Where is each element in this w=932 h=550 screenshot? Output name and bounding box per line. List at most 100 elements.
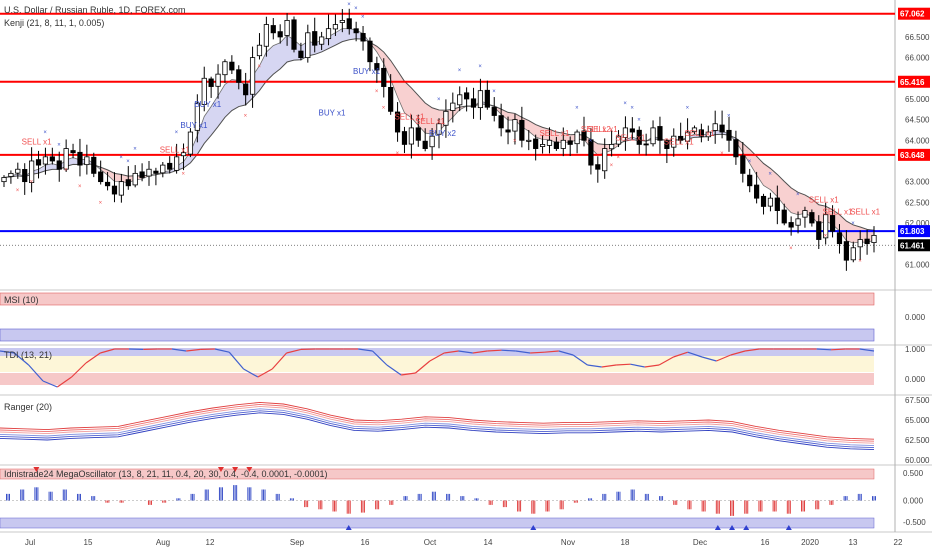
tdi-line-segment — [558, 350, 574, 356]
candle-body — [187, 131, 194, 155]
candle-body — [374, 63, 380, 71]
price-level-label: 67.062 — [900, 10, 925, 19]
tdi-line-segment — [415, 360, 431, 374]
osc-sell-arrow — [246, 467, 253, 472]
signal-marker: × — [637, 118, 641, 124]
candle-body — [539, 144, 546, 147]
candle-body — [146, 168, 152, 177]
candle-body — [519, 119, 525, 141]
tdi-lower-zone — [0, 373, 874, 385]
tdi-line-segment — [42, 380, 58, 388]
signal-marker: × — [133, 147, 137, 153]
candle-body — [415, 127, 421, 141]
candle-body — [243, 83, 249, 96]
candle-body — [760, 195, 767, 207]
price-level-label: 61.461 — [900, 241, 925, 250]
candle-body — [270, 25, 276, 34]
ma-ribbon — [735, 138, 874, 244]
sell-signal-label: SELL x1 — [588, 125, 618, 134]
candle-body — [533, 138, 539, 149]
candle-body — [291, 19, 297, 50]
signal-marker: × — [851, 221, 855, 227]
candle-body — [353, 28, 359, 34]
tdi-title: TDI (13, 21) — [4, 350, 53, 360]
candle-body — [98, 171, 104, 183]
candle-body — [622, 127, 629, 138]
candle-body — [436, 123, 442, 135]
sell-signal-label: SELL x1 — [394, 113, 424, 122]
candle-body — [408, 127, 414, 145]
candle-body — [581, 130, 587, 141]
candle-body — [795, 218, 801, 226]
candle-body — [767, 197, 774, 207]
sell-signal-label: SELL x1 — [823, 208, 853, 217]
price-level-tag — [898, 148, 930, 161]
candle-body — [712, 123, 718, 131]
candle-body — [560, 139, 566, 149]
candle-body — [705, 131, 711, 138]
ranger-title: Ranger (20) — [4, 402, 53, 412]
candle-body — [305, 32, 311, 59]
candle-body — [857, 239, 863, 248]
signal-marker: × — [789, 246, 793, 252]
tdi-line-segment — [171, 348, 187, 352]
candle-body — [132, 172, 138, 186]
ma-ribbon — [162, 28, 370, 174]
signal-marker: × — [686, 105, 690, 111]
candle-body — [553, 141, 559, 149]
candle-body — [249, 57, 256, 95]
tdi-line-segment — [13, 352, 30, 366]
candle-body — [691, 127, 698, 133]
candle-body — [470, 98, 477, 108]
candle-body — [22, 169, 28, 183]
candle-body — [829, 215, 836, 232]
buy-signal-label: BUY x2 — [429, 129, 457, 138]
signal-marker: × — [796, 192, 800, 198]
signal-marker: × — [623, 101, 627, 107]
tdi-line-segment — [673, 351, 688, 358]
candle-body — [77, 151, 83, 166]
candle-body — [781, 209, 787, 224]
signal-marker: × — [119, 155, 123, 161]
sell-signal-label: SELL x2 — [581, 125, 611, 134]
time-tick-label: Nov — [561, 538, 575, 547]
candle-body — [153, 170, 159, 174]
indicator-label: Kenji (21, 8, 11, 1, 0.005) — [4, 18, 105, 28]
candle-body — [650, 127, 656, 145]
time-tick-label: 22 — [894, 538, 903, 547]
candle-body — [160, 164, 166, 174]
tdi-line-segment — [544, 350, 559, 353]
candle-body — [263, 24, 269, 47]
tdi-line-segment — [572, 354, 588, 366]
tdi-line-segment — [487, 349, 502, 352]
buy-signal-label: BUY x1 — [319, 108, 347, 117]
candle-body — [629, 128, 635, 133]
tdi-line-segment — [243, 368, 259, 378]
tdi-line-segment — [372, 350, 388, 366]
osc-buy-arrow — [530, 525, 537, 530]
candle-body — [118, 181, 124, 196]
signal-marker: × — [126, 159, 130, 165]
tdi-line-segment — [587, 364, 602, 368]
sell-signal-label: SELL x1 — [615, 133, 645, 142]
osc-buy-arrow — [714, 525, 721, 530]
candle-body — [754, 184, 760, 199]
signal-marker: × — [382, 105, 386, 111]
signal-marker: × — [396, 151, 400, 157]
candle-body — [602, 148, 608, 172]
price-level-label: 63.648 — [900, 151, 925, 160]
tdi-line-segment — [444, 350, 459, 354]
candle-body — [636, 129, 642, 145]
sell-signal-label: SELL x1 — [684, 129, 714, 138]
candle-body — [91, 156, 97, 174]
candle-body — [312, 31, 318, 46]
msi-upper-band — [0, 292, 875, 306]
candle-body — [809, 212, 815, 224]
candle-body — [29, 160, 35, 183]
signal-marker: × — [437, 97, 441, 103]
candle-body — [698, 129, 704, 137]
candle-body — [194, 102, 200, 131]
tdi-line-segment — [429, 352, 445, 362]
ranger-tick-label: 60.000 — [905, 456, 930, 465]
